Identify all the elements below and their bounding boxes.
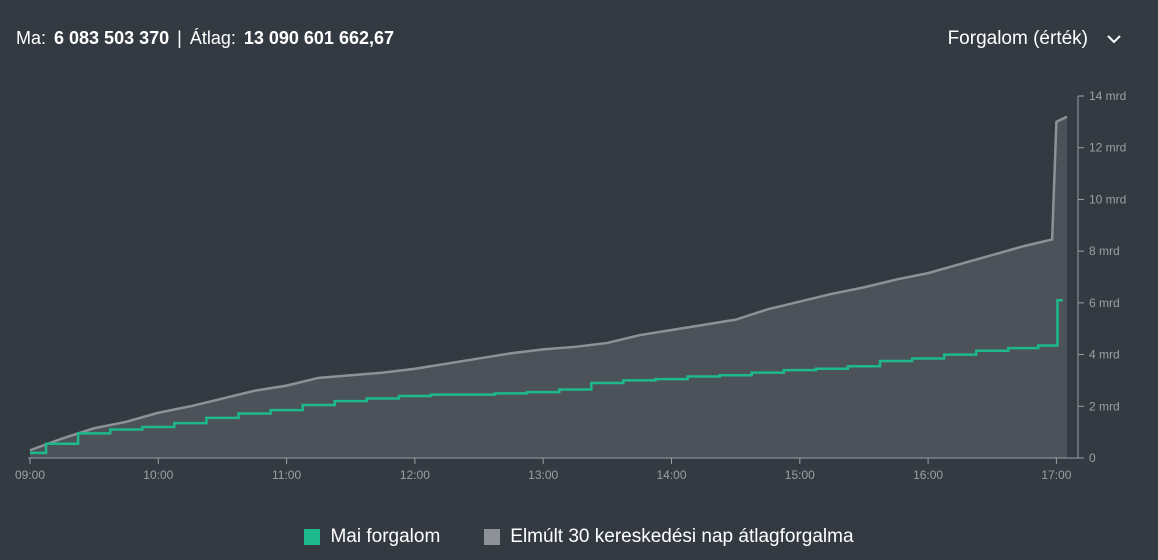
- summary-header: Ma: 6 083 503 370 | Átlag: 13 090 601 66…: [16, 28, 394, 49]
- metric-selector[interactable]: Forgalom (érték): [948, 28, 1122, 50]
- y-tick-label: 12 mrd: [1089, 141, 1126, 155]
- x-tick-label: 09:00: [15, 468, 45, 482]
- average-label: Átlag:: [189, 28, 236, 48]
- y-tick-label: 8 mrd: [1089, 244, 1120, 258]
- x-tick-label: 14:00: [656, 468, 686, 482]
- y-tick-label: 2 mrd: [1089, 399, 1120, 413]
- today-value: 6 083 503 370: [54, 28, 170, 48]
- y-tick-label: 6 mrd: [1089, 296, 1120, 310]
- chart-legend: Mai forgalom Elmúlt 30 kereskedési nap á…: [0, 526, 1158, 548]
- legend-item-average[interactable]: Elmúlt 30 kereskedési nap átlagforgalma: [484, 526, 854, 548]
- x-tick-label: 17:00: [1041, 468, 1071, 482]
- chevron-down-icon: [1106, 31, 1122, 47]
- x-tick-label: 16:00: [913, 468, 943, 482]
- x-tick-label: 10:00: [143, 468, 173, 482]
- today-label: Ma:: [16, 28, 47, 48]
- metric-selector-label: Forgalom (érték): [947, 28, 1088, 49]
- legend-swatch-average: [484, 529, 501, 545]
- series-line-today: [30, 299, 1063, 455]
- y-tick-label: 4 mrd: [1089, 348, 1120, 362]
- y-tick-label: 0: [1089, 451, 1096, 465]
- legend-label-today: Mai forgalom: [330, 526, 441, 547]
- y-tick-label: 14 mrd: [1089, 89, 1126, 103]
- legend-label-average: Elmúlt 30 kereskedési nap átlagforgalma: [510, 526, 854, 547]
- y-tick-label: 10 mrd: [1089, 192, 1126, 206]
- x-tick-label: 13:00: [528, 468, 558, 482]
- series-area-average: [30, 116, 1068, 458]
- legend-item-today[interactable]: Mai forgalom: [304, 526, 440, 548]
- x-tick-label: 15:00: [785, 468, 815, 482]
- x-tick-label: 12:00: [400, 468, 430, 482]
- header-separator: |: [177, 28, 182, 48]
- average-value: 13 090 601 662,67: [243, 28, 395, 48]
- legend-swatch-today: [304, 529, 321, 545]
- turnover-chart: 09:00 10:00 11:00 12:00 13:00 14:00 15:00 16:00…: [15, 89, 1126, 482]
- series-line-average: [29, 115, 1068, 452]
- x-tick-label: 11:00: [272, 468, 301, 482]
